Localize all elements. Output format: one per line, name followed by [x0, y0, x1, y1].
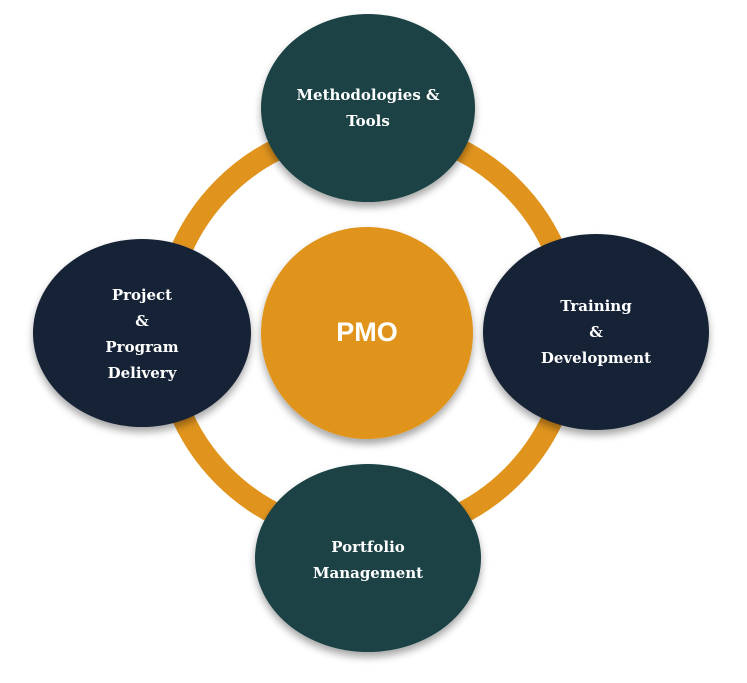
- node-right-shape: [483, 234, 709, 430]
- node-left-line-1: Project: [111, 286, 173, 304]
- node-top-label: Methodologies & Tools: [268, 68, 468, 148]
- node-left-label: Project & Program Delivery: [62, 280, 222, 388]
- node-right-line-3: Development: [540, 349, 652, 367]
- center-circle: [261, 227, 473, 439]
- node-top-line-1: Methodologies &: [296, 86, 440, 104]
- node-bottom-shape: [255, 464, 481, 652]
- node-left-shape: [33, 239, 251, 427]
- node-right-label: Training & Development: [496, 290, 696, 374]
- node-top-shape: [261, 14, 475, 202]
- node-left-line-4: Delivery: [107, 364, 177, 382]
- node-top-line-2: Tools: [346, 112, 390, 130]
- node-left-line-3: Program: [105, 338, 179, 356]
- node-right-line-1: Training: [560, 297, 632, 315]
- node-right-line-2: &: [589, 323, 603, 341]
- node-bottom-label: Portfolio Management: [268, 532, 468, 588]
- node-bottom-line-1: Portfolio: [331, 538, 405, 556]
- center-label: PMO: [336, 316, 398, 347]
- node-left-line-2: &: [135, 312, 149, 330]
- node-bottom-line-2: Management: [312, 564, 424, 582]
